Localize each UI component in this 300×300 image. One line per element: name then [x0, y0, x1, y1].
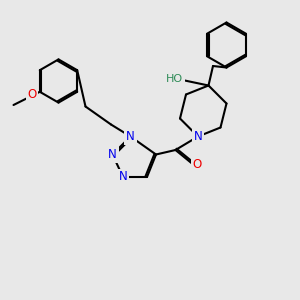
Text: O: O	[193, 158, 202, 172]
Text: N: N	[108, 148, 117, 161]
Text: HO: HO	[166, 74, 183, 85]
Text: N: N	[194, 130, 202, 143]
Text: N: N	[118, 170, 127, 184]
Text: N: N	[126, 130, 135, 143]
Text: O: O	[28, 88, 37, 101]
